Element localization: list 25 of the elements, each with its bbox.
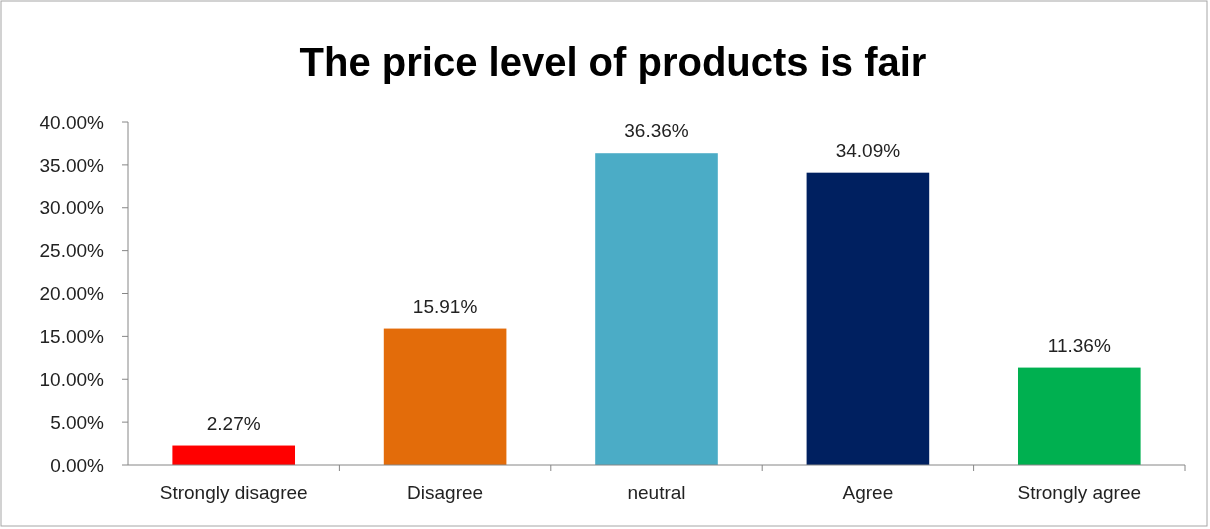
y-tick-label: 25.00%: [39, 240, 105, 262]
bar: [595, 153, 718, 465]
x-tick-label: Strongly agree: [1017, 482, 1142, 503]
y-tick-label: 5.00%: [50, 411, 105, 433]
y-tick-label: 10.00%: [39, 368, 105, 390]
chart-title: The price level of products is fair: [299, 40, 927, 84]
y-tick-label: 0.00%: [50, 454, 105, 476]
x-tick-label: neutral: [627, 482, 686, 503]
bar: [806, 172, 930, 465]
data-label: 36.36%: [624, 120, 689, 142]
x-tick-label: Disagree: [407, 482, 484, 503]
x-tick-label: Agree: [842, 482, 894, 503]
data-label: 11.36%: [1047, 334, 1111, 356]
y-tick-label: 20.00%: [39, 283, 105, 305]
x-tick-label: Strongly disagree: [159, 482, 308, 503]
bar: [172, 445, 296, 465]
data-label: 2.27%: [206, 412, 261, 434]
bar: [1017, 367, 1141, 465]
y-tick-label: 30.00%: [39, 197, 105, 219]
y-tick-label: 15.00%: [39, 326, 105, 348]
y-tick-label: 35.00%: [39, 154, 105, 176]
y-tick-label: 40.00%: [39, 111, 105, 133]
bar: [383, 328, 507, 465]
data-label: 15.91%: [412, 295, 478, 317]
data-label: 34.09%: [835, 139, 901, 161]
